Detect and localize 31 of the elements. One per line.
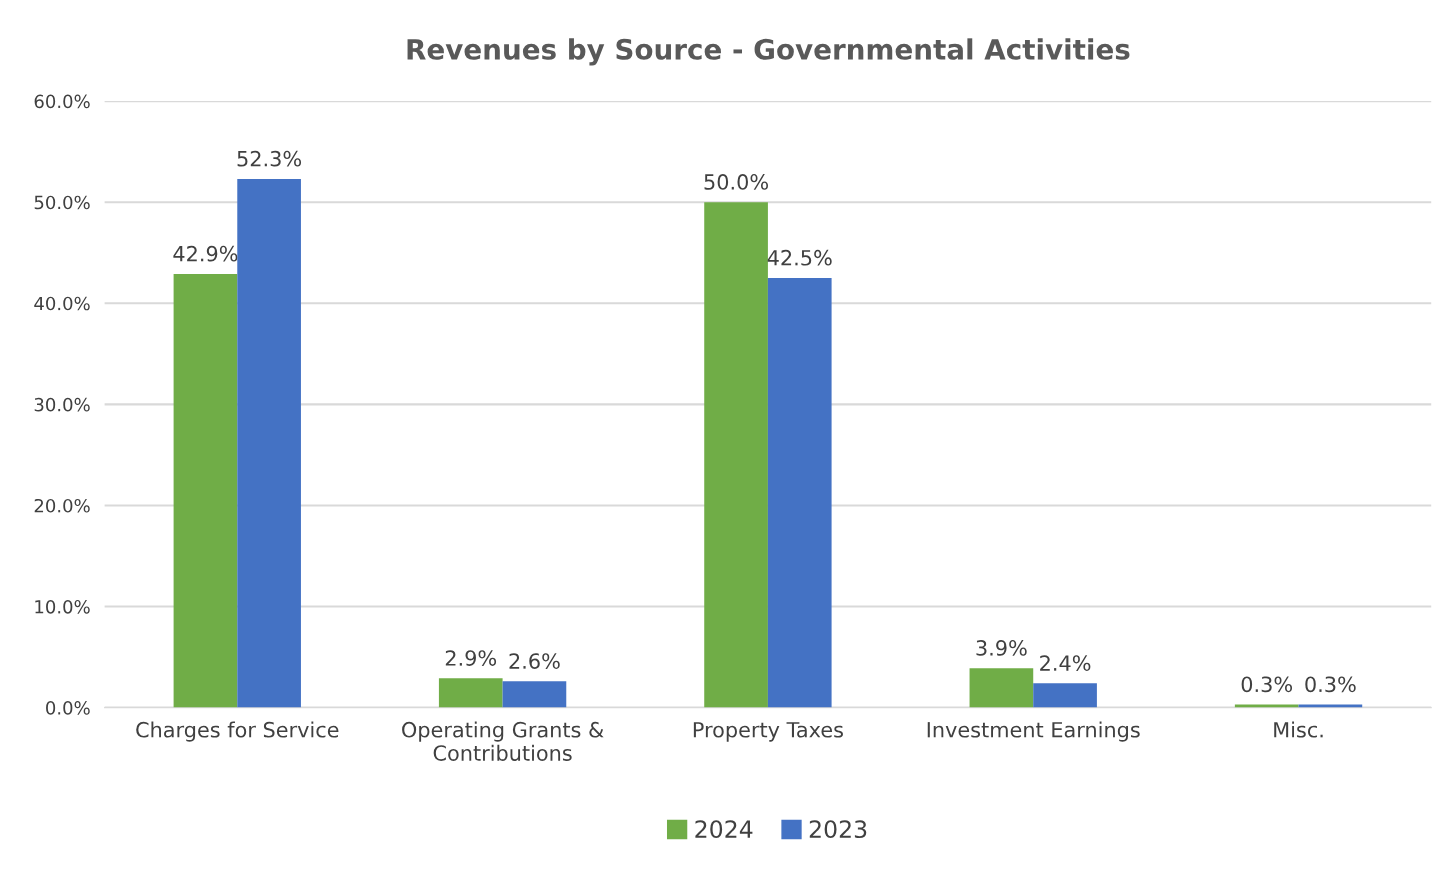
x-tick-label: Charges for Service bbox=[136, 721, 339, 742]
data-label: 50.0% bbox=[704, 174, 769, 190]
x-tick-label: Property Taxes bbox=[693, 722, 843, 742]
y-tick-label: 30.0% bbox=[34, 397, 90, 412]
legend-label: 2023 bbox=[809, 820, 867, 839]
data-label: 0.3% bbox=[1305, 676, 1356, 693]
data-label: 2.6% bbox=[509, 653, 560, 669]
data-label: 0.3% bbox=[1241, 676, 1293, 693]
data-label: 2.4% bbox=[1040, 655, 1091, 671]
bar bbox=[237, 178, 301, 708]
data-label: 2.9% bbox=[445, 650, 497, 666]
bar bbox=[969, 668, 1034, 708]
bar bbox=[767, 277, 832, 708]
legend-label: 2024 bbox=[695, 820, 753, 839]
chart-title: Revenues by Source - Governmental Activities bbox=[407, 38, 1130, 66]
bar bbox=[704, 202, 768, 708]
y-tick-label: 40.0% bbox=[34, 296, 90, 311]
y-tick-label: 20.0% bbox=[34, 498, 90, 513]
data-label: 3.9% bbox=[976, 640, 1027, 656]
y-tick-label: 60.0% bbox=[34, 94, 90, 109]
x-tick-label: Misc. bbox=[1274, 721, 1323, 738]
bar bbox=[1033, 683, 1097, 708]
data-label: 52.3% bbox=[237, 150, 302, 167]
bar bbox=[502, 681, 567, 708]
y-tick-label: 0.0% bbox=[46, 701, 90, 715]
bar bbox=[173, 273, 238, 708]
y-tick-label: 50.0% bbox=[34, 195, 90, 210]
y-tick-label: 10.0% bbox=[35, 599, 90, 614]
x-tick-label: Operating Grants & Contributions bbox=[402, 721, 604, 761]
bar bbox=[438, 678, 503, 708]
x-tick-label: Investment Earnings bbox=[927, 721, 1140, 742]
